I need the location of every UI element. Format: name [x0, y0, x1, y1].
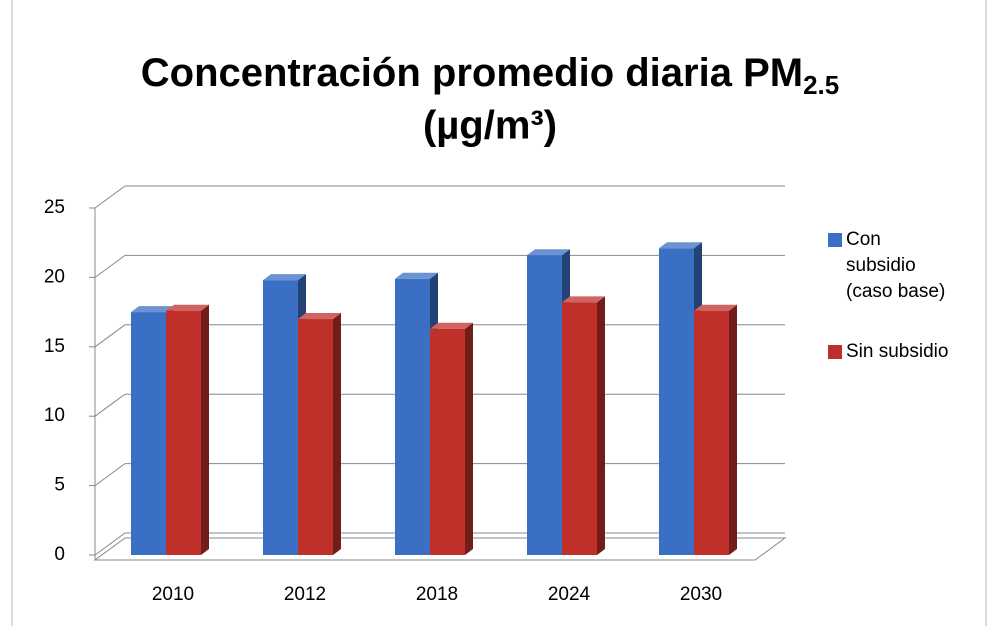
- chart-title-line2: (µg/m³): [423, 104, 557, 148]
- x-tick-label: 2030: [680, 584, 722, 605]
- bar: [395, 278, 430, 555]
- bar-side: [729, 304, 737, 555]
- bar-side: [201, 304, 209, 555]
- bar: [131, 312, 166, 555]
- bar: [263, 280, 298, 555]
- grid-line-side: [94, 324, 126, 348]
- y-tick-label: 5: [54, 475, 65, 496]
- bar-top: [527, 249, 570, 256]
- bar-top: [166, 304, 209, 311]
- bar: [527, 255, 562, 555]
- legend-label: Sin subsidio: [846, 341, 949, 362]
- bar-top: [430, 322, 473, 329]
- bar-side: [465, 322, 473, 555]
- y-tick-label: 15: [44, 336, 65, 357]
- bar: [430, 328, 465, 555]
- legend-swatch: [828, 345, 842, 359]
- x-tick-label: 2024: [548, 584, 591, 605]
- bar-side: [333, 313, 341, 555]
- bar-side: [597, 296, 605, 555]
- bar: [562, 302, 597, 555]
- bar-top: [395, 272, 438, 279]
- y-tick-label: 25: [44, 197, 65, 218]
- grid-line-side: [94, 254, 126, 278]
- chart-border: [11, 0, 987, 626]
- y-tick-label: 10: [44, 405, 65, 426]
- chart-title: Concentración promedio diaria PM2.5: [141, 51, 839, 100]
- grid-line-side: [94, 185, 126, 209]
- legend-swatch: [828, 233, 842, 247]
- legend-item: Sin subsidio: [828, 339, 948, 365]
- y-tick-label: 0: [54, 544, 65, 565]
- y-tick-label: 20: [44, 266, 65, 287]
- bar-top: [694, 304, 737, 311]
- legend-item: Con subsidio (caso base): [828, 227, 951, 305]
- title-main: Concentración promedio diaria PM: [141, 51, 803, 95]
- bar: [694, 310, 729, 555]
- bar-top: [298, 313, 341, 320]
- legend-label: Con subsidio (caso base): [846, 229, 946, 302]
- title-subscript: 2.5: [803, 70, 839, 100]
- grid-line-side: [94, 463, 126, 487]
- x-tick-label: 2012: [284, 584, 326, 605]
- grid-line-side: [94, 393, 126, 417]
- bar: [166, 310, 201, 555]
- bar: [659, 248, 694, 555]
- bar: [298, 319, 333, 555]
- grid-line-side: [94, 532, 126, 556]
- bar-top: [263, 274, 306, 281]
- x-tick-label: 2018: [416, 584, 458, 605]
- x-tick-label: 2010: [152, 584, 194, 605]
- bar-top: [562, 296, 605, 303]
- bar-top: [131, 306, 174, 313]
- bar-top: [659, 242, 702, 249]
